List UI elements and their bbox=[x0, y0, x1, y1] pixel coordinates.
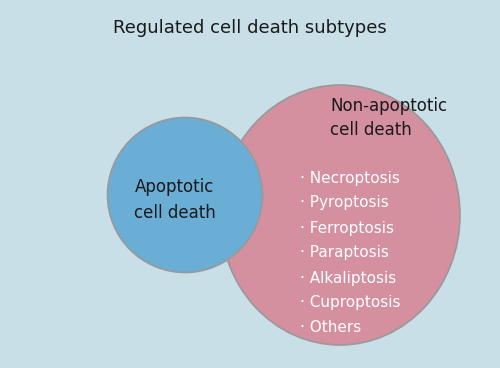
Text: Regulated cell death subtypes: Regulated cell death subtypes bbox=[113, 19, 387, 37]
Text: · Necroptosis: · Necroptosis bbox=[300, 170, 400, 185]
Text: · Pyroptosis: · Pyroptosis bbox=[300, 195, 389, 210]
Text: Non-apoptotic
cell death: Non-apoptotic cell death bbox=[330, 97, 447, 139]
Text: Apoptotic
cell death: Apoptotic cell death bbox=[134, 178, 216, 222]
Ellipse shape bbox=[108, 117, 262, 272]
Text: · Cuproptosis: · Cuproptosis bbox=[300, 296, 400, 311]
Text: · Alkaliptosis: · Alkaliptosis bbox=[300, 270, 396, 286]
Text: · Paraptosis: · Paraptosis bbox=[300, 245, 389, 261]
Text: · Ferroptosis: · Ferroptosis bbox=[300, 220, 394, 236]
Ellipse shape bbox=[220, 85, 460, 345]
Text: · Others: · Others bbox=[300, 321, 361, 336]
